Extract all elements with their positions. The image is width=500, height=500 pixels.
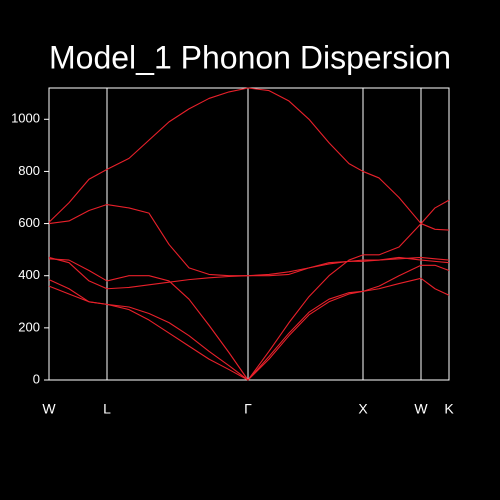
- dispersion-branch: [48, 87, 450, 231]
- dispersion-branch: [48, 277, 450, 381]
- x-tick-label: K: [444, 401, 454, 417]
- x-tick-label: W: [42, 401, 56, 417]
- y-tick-label: 800: [18, 163, 40, 178]
- x-tick-label: X: [358, 401, 368, 417]
- x-tick-label: L: [103, 401, 111, 417]
- plot-frame: [48, 87, 450, 381]
- dispersion-branch: [48, 199, 450, 381]
- chart-title: Model_1 Phonon Dispersion: [49, 39, 451, 75]
- y-tick-label: 400: [18, 267, 40, 282]
- y-tick-label: 1000: [11, 111, 40, 126]
- y-tick-label: 200: [18, 319, 40, 334]
- y-tick-label: 600: [18, 215, 40, 230]
- dispersion-branch: [48, 203, 450, 277]
- x-tick-label: Γ: [244, 401, 252, 417]
- x-tick-label: W: [414, 401, 428, 417]
- dispersion-branch: [48, 256, 450, 290]
- y-tick-label: 0: [33, 371, 40, 386]
- dispersion-branch: [48, 264, 450, 381]
